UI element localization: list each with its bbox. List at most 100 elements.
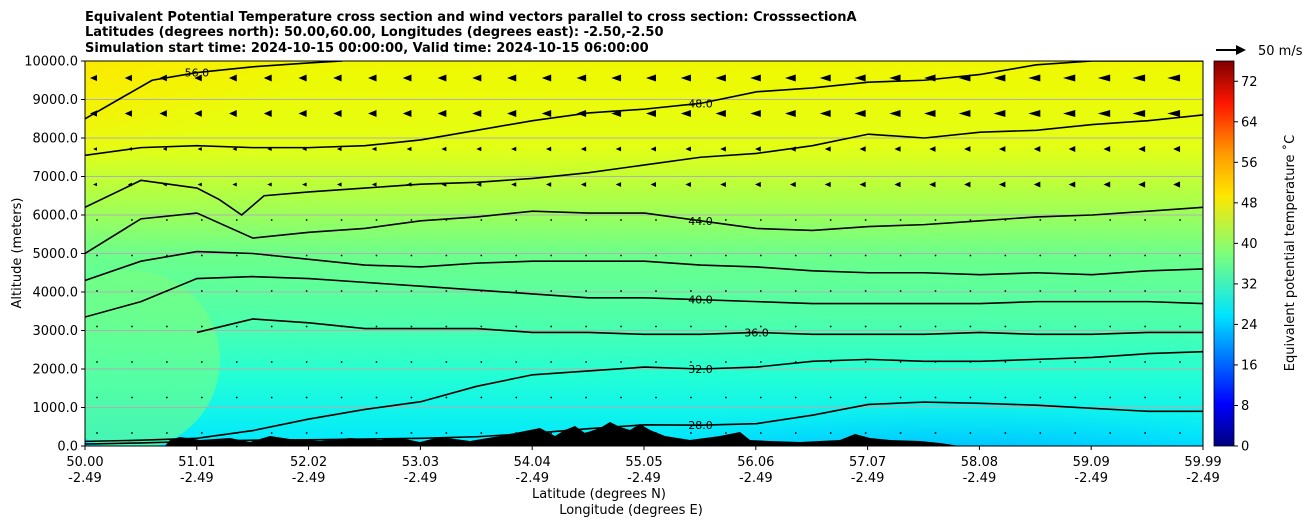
wind-vector [305,432,308,434]
wind-vector [375,254,378,257]
x-tick-label-lat: 59.09 [1073,455,1110,470]
contour-line [85,275,1203,318]
wind-vector [1132,74,1146,82]
wind-vector [899,290,902,292]
wind-vector [96,432,98,434]
wind-vector [759,290,762,292]
wind-vector [934,432,937,434]
wind-vector [235,219,238,221]
wind-vector [715,74,726,82]
wind-vector [480,361,483,363]
wind-vector [1179,219,1181,221]
colorbar: 0 8 16 24 32 40 48 56 64 72 [1213,60,1258,455]
x-tick-label-lat: 53.03 [402,455,439,470]
wind-vector [511,146,517,152]
wind-vector [305,290,308,292]
wind-vector [96,396,98,399]
wind-vector [646,74,656,82]
wind-vector [371,146,377,152]
chart-title-line-2: Latitudes (degrees north): 50.00,60.00, … [85,25,664,40]
wind-vector [755,181,761,188]
wind-vector [889,74,901,82]
wind-vector [993,110,1006,117]
wind-vector [263,74,272,82]
wind-vector [410,219,413,221]
wind-vector [1103,181,1111,188]
x-tick-label-lon: -2.49 [739,471,773,486]
wind-vector [232,147,237,151]
wind-vector [1039,254,1042,257]
plot-field: 28.0 32.0 36.0 40.0 44.0 48.0 56.0 [85,61,1203,446]
wind-vector [819,110,831,117]
wind-vector [480,396,483,399]
moist-region [85,270,220,446]
wind-vector [1063,110,1076,117]
wind-vector [864,432,867,434]
wind-vector [864,396,867,399]
wind-vector [1109,290,1112,292]
wind-vector [750,74,761,82]
x-tick-label-lon: -2.49 [292,471,326,486]
wind-vector [375,325,378,328]
wind-vector [305,361,308,363]
wind-vector [472,110,482,117]
wind-vector [585,325,588,328]
wind-vector [1179,432,1181,434]
wind-vector [829,290,832,292]
wind-vector [1179,396,1181,399]
wind-vector [755,146,761,152]
wind-vector [585,361,588,363]
terrain [165,422,960,446]
wind-vector [824,146,831,152]
y-tick-label: 0.0 [57,440,78,455]
wind-vector [829,432,832,434]
wind-vector [445,254,448,257]
wind-vector [159,110,167,117]
wind-vector [1039,219,1042,221]
contour-label: 32.0 [688,363,713,376]
wind-vector [197,182,202,187]
wind-vector [1039,361,1042,363]
x-axis-label-lat: Latitude (degrees N) [532,487,666,502]
wind-vector [724,219,727,221]
wind-vector [235,290,238,292]
wind-vector [375,361,378,363]
x-tick-label-lon: -2.49 [851,471,885,486]
wind-vector [298,74,307,82]
wind-vector [685,181,691,188]
contour-label: 36.0 [744,326,769,339]
wind-vector [724,254,727,257]
wind-vector [720,181,726,188]
contour-label: 56.0 [185,67,210,80]
wind-vector [1074,361,1077,363]
wind-vector [724,396,727,399]
wind-vector [375,290,378,292]
wind-vector [620,361,622,363]
wind-vector [515,325,518,328]
wind-vector [1068,146,1076,152]
wind-vector [445,396,448,399]
wind-vector [131,290,133,292]
y-axis: 0.0 1000.0 2000.0 3000.0 4000.0 5000.0 6000.0 7… [24,55,85,455]
wind-vector [934,396,937,399]
wind-vector [1039,432,1042,434]
wind-vector [235,254,238,257]
wind-vector [437,110,447,117]
wind-vector [864,254,867,257]
x-axis-label-lon: Longitude (degrees E) [559,503,703,518]
wind-vector [368,110,377,117]
wind-vector [480,219,483,221]
wind-vector [690,396,692,399]
wind-vector [165,432,168,434]
wind-vector [585,396,588,399]
wind-vector [894,146,901,152]
wind-vector [1167,74,1181,82]
contour-lines: 28.0 32.0 36.0 40.0 44.0 48.0 56.0 [85,61,1203,445]
wind-vector [93,147,97,151]
wind-vector [759,361,762,363]
contour-line [85,61,343,120]
wind-vector [476,146,482,152]
wind-vector [1004,254,1007,257]
wind-vector [515,396,518,399]
wind-vector [480,325,483,328]
